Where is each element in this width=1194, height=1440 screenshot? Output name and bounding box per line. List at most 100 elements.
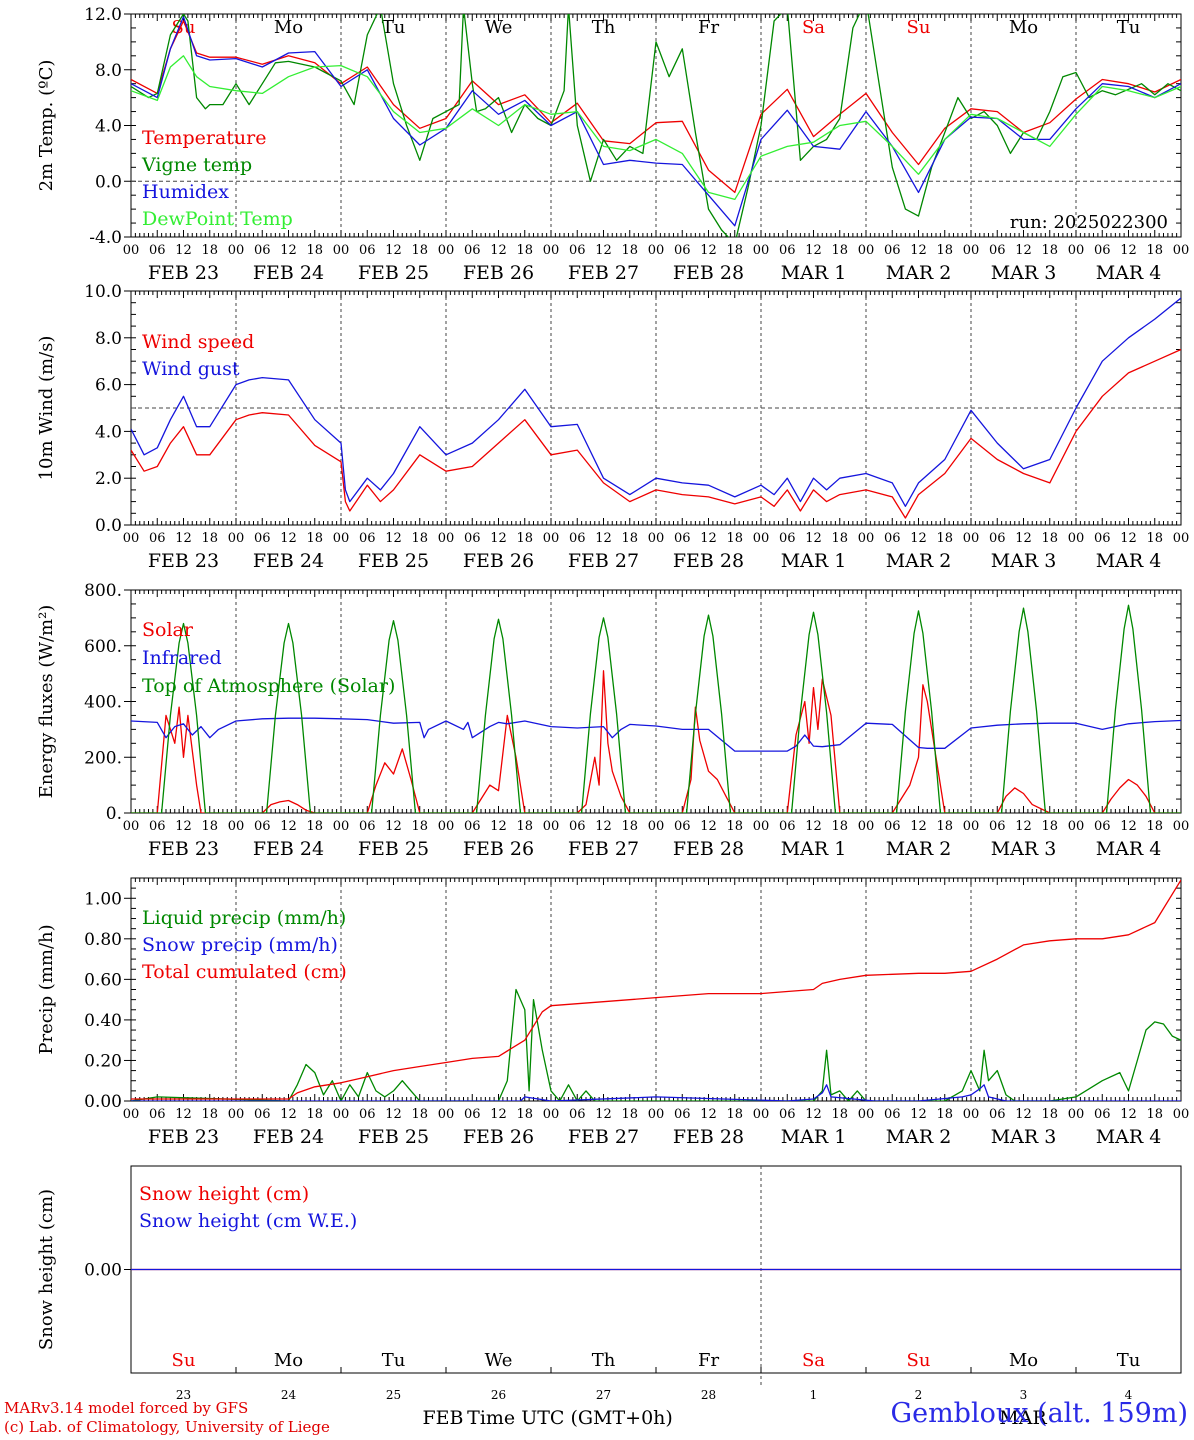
x-axis-title: Time UTC (GMT+0h)	[467, 1407, 673, 1429]
day-number-label: 3	[1020, 1388, 1028, 1402]
hour-tick-label: 12	[385, 531, 402, 546]
date-label: FEB 24	[253, 838, 324, 860]
hour-tick-label: 18	[1041, 819, 1058, 834]
hour-tick-label: 06	[779, 243, 796, 258]
hour-tick-label: 00	[753, 531, 770, 546]
hour-tick-label: 12	[910, 243, 927, 258]
hour-tick-label: 00	[438, 531, 455, 546]
hour-tick-label: 00	[753, 243, 770, 258]
hour-tick-label: 00	[123, 243, 140, 258]
panel-1: 00 06 12 18 00 06 12 18 00 06 12 18 00 06 12 18 00 06 12 18…	[36, 5, 1190, 284]
hour-tick-label: 18	[831, 531, 848, 546]
date-label: MAR 2	[886, 1126, 952, 1148]
hour-tick-label: 00	[543, 1107, 560, 1122]
hour-tick-label: 12	[595, 819, 612, 834]
date-label: MAR 1	[781, 262, 847, 284]
weekday-label: Fr	[698, 17, 719, 38]
legend-wind-gust: Wind gust	[142, 358, 240, 380]
weekday-label: Tu	[1117, 17, 1141, 38]
hour-tick-label: 06	[359, 531, 376, 546]
hour-tick-label: 12	[385, 243, 402, 258]
hour-tick-label: 06	[989, 243, 1006, 258]
y-tick-label: 12.0	[84, 5, 122, 25]
hour-tick-label: 18	[831, 819, 848, 834]
hour-tick-label: 12	[1015, 1107, 1032, 1122]
hour-tick-label: 00	[648, 1107, 665, 1122]
series-total-cumulated-cm-line	[131, 879, 1181, 1100]
hour-tick-label: 06	[1094, 531, 1111, 546]
hour-tick-label: 18	[621, 531, 638, 546]
hour-tick-label: 06	[779, 1107, 796, 1122]
hour-tick-label: 06	[779, 531, 796, 546]
hour-tick-label: 06	[464, 531, 481, 546]
hour-tick-label: 18	[936, 243, 953, 258]
hour-tick-label: 12	[805, 531, 822, 546]
hour-tick-label: 18	[621, 819, 638, 834]
hour-tick-label: 00	[543, 531, 560, 546]
hour-tick-label: 06	[1094, 1107, 1111, 1122]
date-label: FEB 23	[148, 262, 219, 284]
hour-tick-label: 12	[700, 243, 717, 258]
hour-tick-label: 18	[621, 243, 638, 258]
date-label: MAR 4	[1096, 262, 1162, 284]
y-tick-label: 600.	[84, 637, 122, 657]
day-number-label: 2	[915, 1388, 923, 1402]
hour-tick-label: 18	[1041, 243, 1058, 258]
legend-vigne-temp: Vigne temp	[141, 154, 252, 176]
hour-tick-label: 00	[1068, 531, 1085, 546]
hour-tick-label: 06	[569, 531, 586, 546]
weekday-label: Tu	[382, 17, 406, 38]
hour-tick-label: 00	[123, 819, 140, 834]
hour-tick-label: 06	[149, 531, 166, 546]
hour-tick-label: 18	[411, 531, 428, 546]
weekday-label: Sa	[802, 1350, 825, 1371]
hour-tick-label: 18	[516, 1107, 533, 1122]
hour-tick-label: 00	[648, 819, 665, 834]
hour-tick-label: 06	[674, 1107, 691, 1122]
hour-tick-label: 12	[280, 531, 297, 546]
legend-dewpoint-temp: DewPoint Temp	[142, 208, 293, 230]
month-label-feb: FEB	[422, 1407, 463, 1429]
hour-tick-label: 12	[280, 819, 297, 834]
hour-tick-label: 12	[805, 819, 822, 834]
y-tick-label: 2.0	[95, 469, 122, 489]
date-label: MAR 3	[991, 838, 1057, 860]
date-label: FEB 27	[568, 550, 639, 572]
station-name: Gembloux (alt. 159m)	[890, 1398, 1188, 1429]
y-tick-label: 0.40	[84, 1011, 122, 1031]
weekday-label: Th	[592, 1350, 616, 1371]
y-axis-title: Precip (mm/h)	[36, 924, 57, 1054]
hour-tick-label: 00	[438, 1107, 455, 1122]
hour-tick-label: 12	[700, 819, 717, 834]
legend-snow-precip-mm-h: Snow precip (mm/h)	[142, 934, 338, 956]
day-number-label: 23	[176, 1388, 191, 1402]
hour-tick-label: 18	[1041, 1107, 1058, 1122]
hour-tick-label: 00	[1173, 243, 1190, 258]
hour-tick-label: 18	[726, 1107, 743, 1122]
hour-tick-label: 06	[149, 819, 166, 834]
date-label: MAR 4	[1096, 838, 1162, 860]
legend-total-cumulated-cm: Total cumulated (cm)	[142, 961, 347, 983]
series-dewpoint-temp-line	[131, 55, 1181, 201]
hour-tick-label: 00	[1068, 1107, 1085, 1122]
y-axis-title: 2m Temp. (ºC)	[36, 60, 57, 192]
date-label: FEB 23	[148, 1126, 219, 1148]
panel-3: 00 06 12 18 00 06 12 18 00 06 12 18 00 06 12 18 00 06 12 18…	[36, 581, 1189, 860]
hour-tick-label: 12	[175, 531, 192, 546]
hour-tick-label: 06	[1094, 243, 1111, 258]
weekday-label: We	[485, 1350, 513, 1371]
hour-tick-label: 06	[569, 243, 586, 258]
hour-tick-label: 12	[490, 243, 507, 258]
hour-tick-label: 18	[306, 819, 323, 834]
date-label: MAR 1	[781, 1126, 847, 1148]
hour-tick-label: 18	[306, 531, 323, 546]
day-number-label: 25	[386, 1388, 401, 1402]
hour-tick-label: 18	[1146, 243, 1163, 258]
hour-tick-label: 12	[1120, 531, 1137, 546]
hour-tick-label: 12	[1015, 819, 1032, 834]
weekday-label: Mo	[1009, 1350, 1038, 1371]
credit-model: MARv3.14 model forced by GFS	[4, 1399, 249, 1417]
series-liquid-precip-mm-h-line	[131, 988, 1181, 1101]
hour-tick-label: 00	[333, 531, 350, 546]
date-label: FEB 25	[358, 838, 429, 860]
